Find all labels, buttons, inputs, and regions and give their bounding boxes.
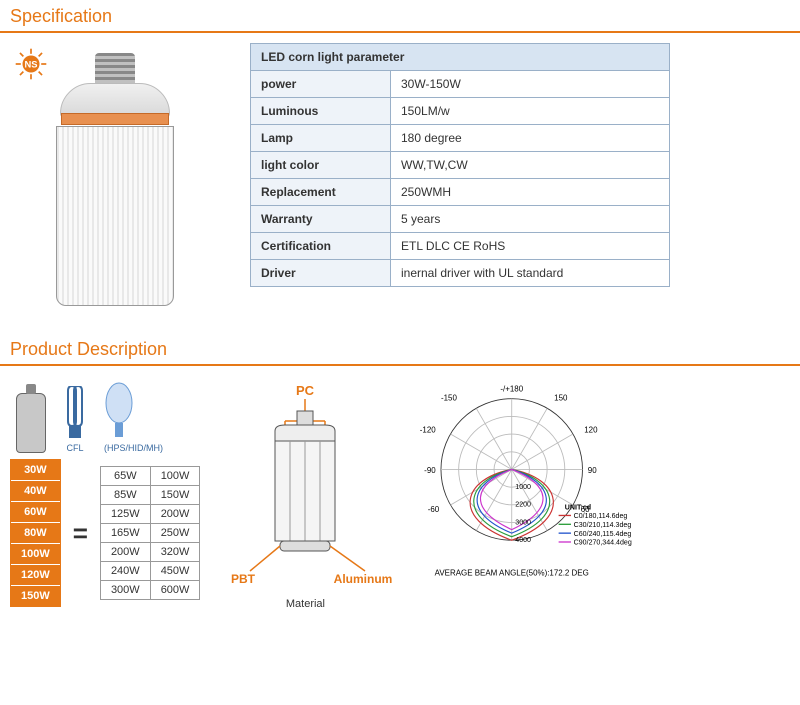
brand-logo-icon: NS <box>14 47 48 81</box>
spec-value: 180 degree <box>391 125 670 152</box>
led-bulb-icon <box>16 393 46 453</box>
svg-text:-/+180: -/+180 <box>501 385 524 394</box>
svg-text:C0/180,114.6deg: C0/180,114.6deg <box>574 513 628 520</box>
eq-cell: 150W <box>150 486 200 505</box>
spec-label: power <box>251 71 391 98</box>
spec-label: Warranty <box>251 206 391 233</box>
eq-cell: 65W <box>100 467 150 486</box>
svg-text:-90: -90 <box>425 466 437 475</box>
comparison-block: CFL (HPS/HID/MH) 30W 40W 60W 80W 100W 12… <box>10 381 200 607</box>
eq-cell: 250W <box>150 524 200 543</box>
watt-cell: 150W <box>11 586 60 606</box>
spec-label: Luminous <box>251 98 391 125</box>
spec-label: Certification <box>251 233 391 260</box>
svg-text:C90/270,344.4deg: C90/270,344.4deg <box>574 540 632 547</box>
spec-table-header: LED corn light parameter <box>251 44 670 71</box>
spec-section-title: Specification <box>0 0 800 33</box>
watt-cell: 100W <box>11 544 60 565</box>
spec-table: LED corn light parameter power30W-150W L… <box>250 43 670 287</box>
spec-value: 5 years <box>391 206 670 233</box>
polar-diagram: -/+180 150 120 90 60 -150 -120 -90 -60 1… <box>410 381 640 587</box>
eq-cell: 240W <box>100 562 150 581</box>
svg-text:-60: -60 <box>428 505 440 514</box>
cfl-bulb-icon <box>60 386 90 441</box>
eq-cell: 200W <box>150 505 200 524</box>
watt-cell: 40W <box>11 481 60 502</box>
spec-label: Replacement <box>251 179 391 206</box>
spec-value: 250WMH <box>391 179 670 206</box>
pc-label: PC <box>296 383 315 398</box>
svg-text:90: 90 <box>588 466 597 475</box>
svg-text:C60/240,115.4deg: C60/240,115.4deg <box>574 531 632 538</box>
eq-cell: 100W <box>150 467 200 486</box>
spec-body: NS LED corn light parameter power30W-150… <box>0 43 800 333</box>
svg-text:120: 120 <box>585 425 599 434</box>
svg-text:150: 150 <box>555 393 569 402</box>
eq-cell: 300W <box>100 581 150 600</box>
watt-cell: 30W <box>11 460 60 481</box>
spec-value: 150LM/w <box>391 98 670 125</box>
equals-sign: = <box>69 518 92 549</box>
spec-value: WW,TW,CW <box>391 152 670 179</box>
desc-section-title: Product Description <box>0 333 800 366</box>
svg-text:1000: 1000 <box>516 484 532 491</box>
cfl-caption: CFL <box>60 443 90 453</box>
spec-label: light color <box>251 152 391 179</box>
svg-text:3000: 3000 <box>516 519 532 526</box>
eq-cell: 85W <box>100 486 150 505</box>
eq-cell: 320W <box>150 543 200 562</box>
hid-bulb-icon <box>104 381 134 441</box>
spec-value: ETL DLC CE RoHS <box>391 233 670 260</box>
spec-label: Lamp <box>251 125 391 152</box>
svg-text:4000: 4000 <box>516 537 532 544</box>
eq-cell: 200W <box>100 543 150 562</box>
watt-cell: 60W <box>11 502 60 523</box>
polar-footer: AVERAGE BEAM ANGLE(50%):172.2 DEG <box>435 569 589 578</box>
eq-cell: 125W <box>100 505 150 524</box>
spec-value: 30W-150W <box>391 71 670 98</box>
svg-text:C30/210,114.3deg: C30/210,114.3deg <box>574 522 632 529</box>
hid-caption: (HPS/HID/MH) <box>104 443 163 453</box>
desc-body: CFL (HPS/HID/MH) 30W 40W 60W 80W 100W 12… <box>0 376 800 630</box>
pbt-label: PBT <box>231 572 256 586</box>
eq-cell: 450W <box>150 562 200 581</box>
svg-text:NS: NS <box>25 59 38 69</box>
svg-text:-120: -120 <box>420 425 436 434</box>
product-image: NS <box>10 43 220 313</box>
eq-cell: 600W <box>150 581 200 600</box>
equivalent-table: 65W100W 85W150W 125W200W 165W250W 200W32… <box>100 466 201 600</box>
eq-cell: 165W <box>100 524 150 543</box>
led-watt-column: 30W 40W 60W 80W 100W 120W 150W <box>10 459 61 607</box>
watt-cell: 80W <box>11 523 60 544</box>
watt-cell: 120W <box>11 565 60 586</box>
bulb-illustration <box>50 53 180 306</box>
material-diagram: PC PBT Aluminum Material <box>215 381 395 610</box>
spec-value: inernal driver with UL standard <box>391 260 670 287</box>
material-caption: Material <box>215 598 395 610</box>
aluminum-label: Aluminum <box>334 572 393 586</box>
spec-label: Driver <box>251 260 391 287</box>
svg-text:-150: -150 <box>441 393 457 402</box>
polar-legend-title: UNIT:cd <box>565 504 591 511</box>
svg-text:2200: 2200 <box>516 502 532 509</box>
